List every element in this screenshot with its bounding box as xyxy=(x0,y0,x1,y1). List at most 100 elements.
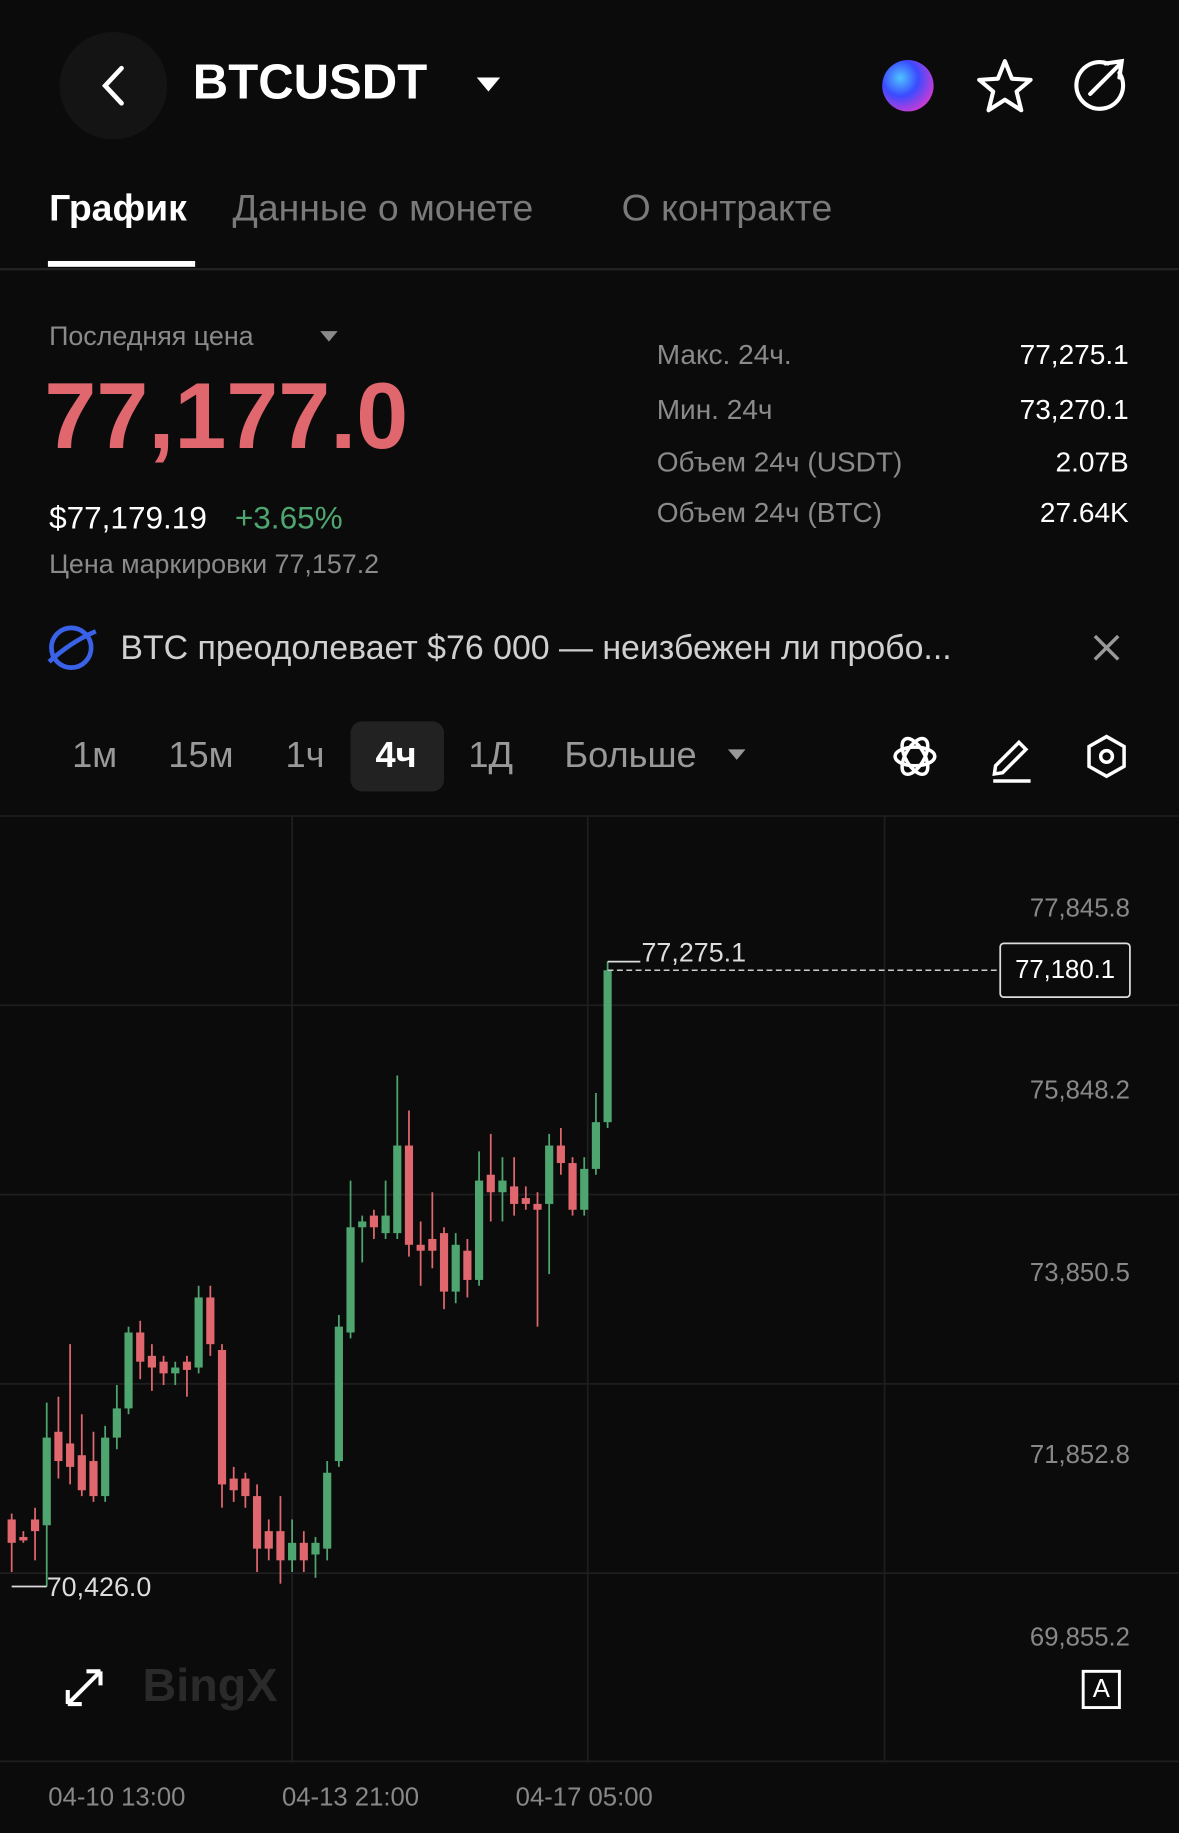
timeframe[interactable]: 1ч xyxy=(285,734,324,775)
x-tick-label: 04-17 05:00 xyxy=(516,1783,653,1811)
timeframe[interactable]: 1Д xyxy=(468,734,513,775)
candle-body xyxy=(241,1478,250,1497)
stat-value: 73,270.1 xyxy=(1020,394,1129,425)
candle-body xyxy=(124,1332,133,1409)
news-icon xyxy=(49,625,94,670)
candle-body xyxy=(439,1233,449,1292)
timeframe-active-bg xyxy=(350,721,445,792)
y-tick-label: 69,855.2 xyxy=(1030,1623,1130,1651)
x-tick-label: 04-10 13:00 xyxy=(48,1783,185,1811)
candle-body xyxy=(299,1542,308,1561)
candle-body xyxy=(556,1145,565,1164)
candle-body xyxy=(252,1496,262,1549)
candle-body xyxy=(30,1519,40,1532)
candle-body xyxy=(498,1180,507,1193)
mark-price: Цена маркировки 77,157.2 xyxy=(49,549,379,579)
auto-scale-button[interactable] xyxy=(1081,1669,1121,1710)
candle-body xyxy=(603,970,612,1123)
candle-body xyxy=(416,1244,425,1251)
auto-scale-label: A xyxy=(1093,1675,1111,1703)
settings-icon-dot xyxy=(1098,748,1115,765)
candle-body xyxy=(182,1361,192,1370)
timeframes: 1м 15м 1ч 4ч 1Д Больше xyxy=(72,734,697,775)
news-icon-orbit xyxy=(47,629,97,664)
low-label: 70,426.0 xyxy=(47,1572,152,1602)
ai-orb[interactable] xyxy=(882,60,934,112)
candle-body xyxy=(276,1531,285,1561)
price-label: Последняя цена xyxy=(49,321,254,351)
candle-body xyxy=(206,1297,215,1345)
tab[interactable]: Данные о монете xyxy=(233,187,534,229)
candle-body xyxy=(89,1461,98,1497)
candle-body xyxy=(264,1531,273,1549)
candle-body xyxy=(381,1215,390,1234)
candle-body xyxy=(521,1198,530,1204)
candle-body xyxy=(112,1408,121,1438)
candle-body xyxy=(474,1180,484,1280)
candle-body xyxy=(463,1250,472,1280)
candle-body xyxy=(136,1332,145,1362)
candle-body xyxy=(428,1238,437,1251)
candle-body xyxy=(358,1221,367,1228)
price-change: +3.65% xyxy=(235,500,343,536)
more-dropdown[interactable] xyxy=(727,749,746,760)
symbol[interactable]: BTCUSDT xyxy=(193,56,427,110)
candle-body xyxy=(334,1326,343,1462)
candle-body xyxy=(369,1215,379,1228)
candle-body xyxy=(486,1174,495,1193)
candle-body xyxy=(19,1536,28,1541)
candle-body xyxy=(580,1168,589,1210)
settings-icon[interactable] xyxy=(1087,734,1126,779)
candle-body xyxy=(159,1361,168,1374)
back-icon xyxy=(101,65,124,106)
watermark: BingX xyxy=(143,1659,278,1711)
high-label: 77,275.1 xyxy=(641,938,746,968)
candle-body xyxy=(77,1455,86,1491)
y-tick-label: 77,845.8 xyxy=(1030,894,1130,922)
y-tick-label: 73,850.5 xyxy=(1030,1259,1130,1287)
timeframe[interactable]: 15м xyxy=(168,734,233,775)
candle-body xyxy=(42,1437,51,1526)
stats: Макс. 24ч. 77,275.1 Мин. 24ч 73,270.1 Объем … xyxy=(657,339,1129,528)
x-tick-label: 04-13 21:00 xyxy=(282,1783,419,1811)
chart: 77,845.8 75,848.2 73,850.5 71,852.8 69,855.2… xyxy=(7,894,1139,1811)
indicator-icon[interactable] xyxy=(893,735,937,779)
candle-body xyxy=(393,1145,402,1234)
timeframe[interactable]: Больше xyxy=(564,734,696,775)
stat-value: 77,275.1 xyxy=(1020,339,1129,370)
y-tick-label: 75,848.2 xyxy=(1030,1077,1130,1105)
tab[interactable]: О контракте xyxy=(622,187,833,229)
stat-label: Объем 24ч (USDT) xyxy=(657,447,903,478)
candle-body xyxy=(54,1431,63,1462)
candle-body xyxy=(591,1122,601,1169)
tab[interactable]: График xyxy=(49,187,187,229)
candle-body xyxy=(346,1227,355,1333)
candle-body xyxy=(147,1355,156,1368)
back-button[interactable] xyxy=(59,31,168,140)
symbol-dropdown[interactable] xyxy=(476,77,501,92)
close-news[interactable] xyxy=(1093,634,1120,661)
fullscreen-icon[interactable] xyxy=(65,1669,103,1707)
last-price-label: 77,180.1 xyxy=(1015,956,1115,984)
timeframe[interactable]: 4ч xyxy=(376,734,417,775)
candle-body xyxy=(451,1244,460,1292)
candle-body xyxy=(194,1297,203,1368)
price-dropdown[interactable] xyxy=(320,331,338,342)
stat-label: Объем 24ч (BTC) xyxy=(657,497,882,528)
usd-price: $77,179.19 xyxy=(49,500,207,536)
candle-body xyxy=(7,1519,16,1543)
last-price: 77,177.0 xyxy=(44,363,408,468)
candle-body xyxy=(323,1472,332,1549)
news-headline[interactable]: BTC преодолевает $76 000 — неизбежен ли … xyxy=(120,629,951,667)
draw-icon[interactable] xyxy=(992,739,1031,783)
favorite-icon[interactable] xyxy=(977,59,1033,113)
candle-body xyxy=(101,1437,110,1497)
candle-body xyxy=(545,1145,554,1204)
timeframe[interactable]: 1м xyxy=(72,734,117,775)
candle-body xyxy=(288,1542,297,1561)
candle-body xyxy=(229,1478,238,1491)
share-icon[interactable] xyxy=(1074,60,1126,111)
